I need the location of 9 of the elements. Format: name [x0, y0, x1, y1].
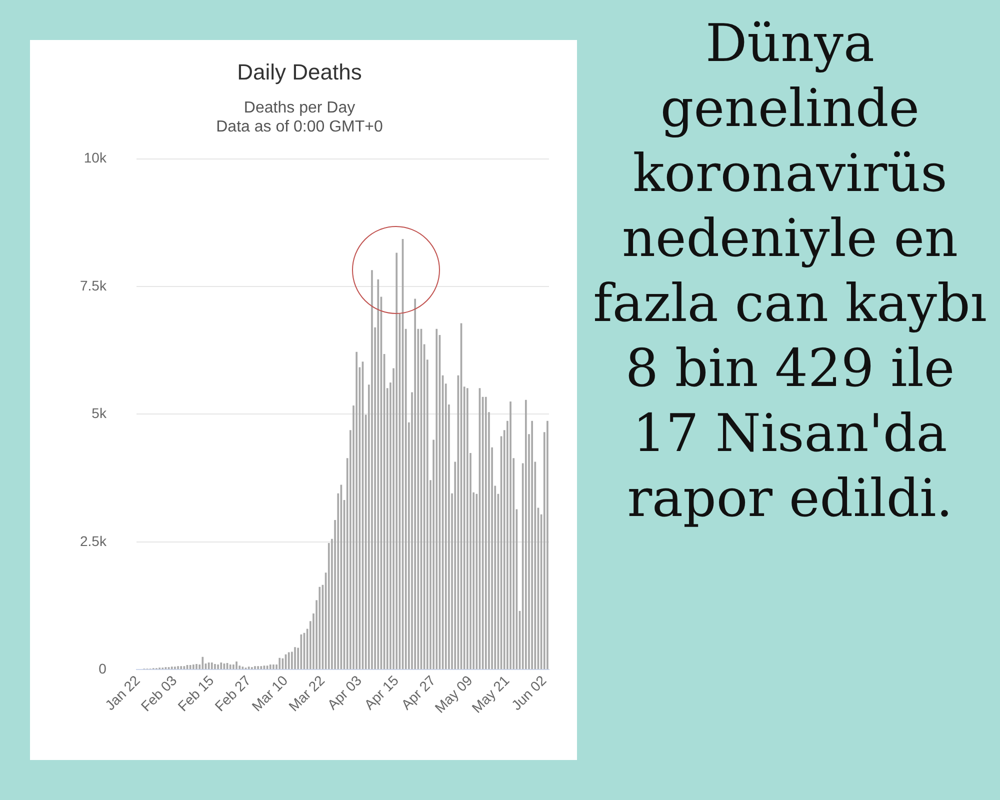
y-tick-label: 7.5k — [80, 277, 108, 294]
chart-subtitle: Deaths per Day Data as of 0:00 GMT+0 — [216, 99, 383, 136]
y-tick-label: 0 — [98, 660, 107, 677]
x-tick-label: Jun 02 — [508, 672, 550, 714]
y-tick-label: 2.5k — [80, 532, 108, 549]
y-tick-label: 5k — [92, 405, 108, 422]
y-tick-label: 10k — [84, 150, 108, 166]
chart-title: Daily Deaths — [237, 59, 362, 84]
text: Dünya genelinde koronavirüs nedeniyle en fazla can kaybı 8 bin 429 ile 17 Nisan'da rapor edildi. — [592, 13, 988, 531]
